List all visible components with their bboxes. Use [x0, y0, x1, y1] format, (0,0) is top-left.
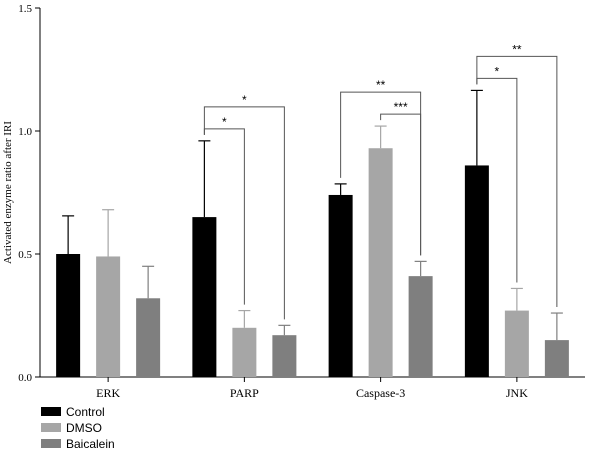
bar — [136, 298, 161, 377]
bar — [96, 256, 121, 377]
chart-axes — [39, 8, 585, 378]
significance-brackets: ********** — [203, 42, 558, 320]
bar — [56, 254, 81, 377]
legend-swatch — [41, 407, 61, 416]
significance-label: * — [495, 64, 500, 78]
significance-label: *** — [394, 100, 408, 114]
bar — [504, 310, 529, 377]
y-tick-label: 1.0 — [18, 126, 32, 138]
y-axis-label: Activated enzyme ratio after IRI — [2, 121, 14, 264]
y-tick-label: 0.0 — [18, 372, 32, 384]
legend-label: Baicalein — [66, 437, 115, 451]
bar — [544, 340, 569, 377]
significance-bracket — [203, 106, 285, 320]
category-label: Caspase-3 — [356, 386, 405, 400]
category-labels: ERK PARP Caspase-3 JNK — [96, 377, 528, 400]
bar — [272, 335, 297, 377]
significance-bracket — [476, 55, 558, 308]
significance-label: * — [242, 93, 247, 107]
y-tick-label: 1.5 — [18, 3, 32, 15]
significance-label: * — [222, 115, 227, 129]
bar — [368, 148, 393, 377]
bar — [232, 327, 257, 377]
y-tick-label: 0.5 — [18, 249, 32, 261]
significance-bracket — [340, 91, 422, 256]
bar — [464, 165, 489, 377]
bar — [408, 276, 433, 377]
legend: Control DMSO Baicalein — [41, 405, 115, 451]
category-label: JNK — [506, 386, 528, 400]
legend-label: Control — [66, 405, 105, 419]
error-bars — [62, 89, 563, 341]
category-label: ERK — [96, 386, 120, 400]
bar — [192, 217, 217, 377]
legend-label: DMSO — [66, 421, 102, 435]
significance-label: ** — [512, 42, 522, 56]
significance-label: ** — [376, 78, 386, 92]
legend-swatch — [41, 423, 61, 432]
legend-swatch — [41, 439, 61, 448]
bars — [56, 148, 569, 377]
category-label: PARP — [230, 386, 259, 400]
y-ticks: 0.0 0.5 1.0 1.5 — [18, 3, 40, 384]
bar — [328, 194, 353, 377]
